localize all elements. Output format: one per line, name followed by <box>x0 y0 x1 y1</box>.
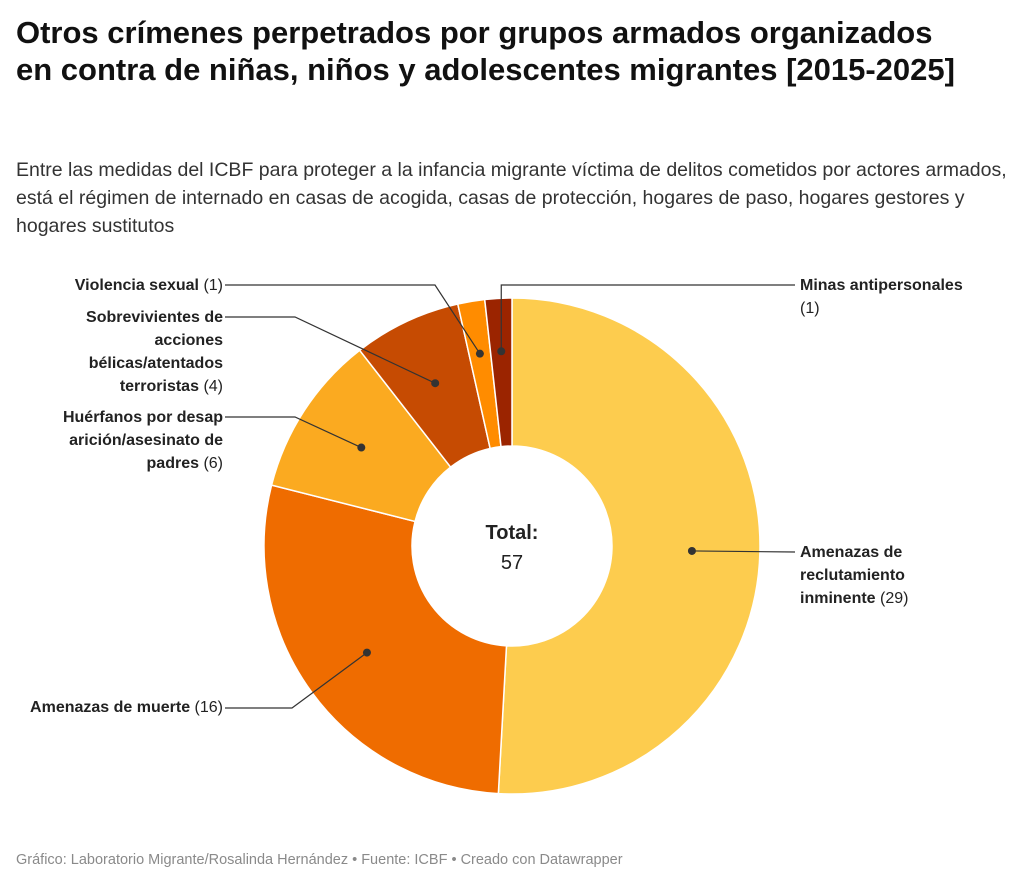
leader-dot-5 <box>497 347 506 356</box>
leader-line-4 <box>225 284 481 354</box>
chart-subtitle: Entre las medidas del ICBF para proteger… <box>16 159 1007 237</box>
chart-title: Otros crímenes perpetrados por grupos ar… <box>16 15 955 87</box>
slice-1 <box>263 484 508 795</box>
slice-label-0: Amenazas de reclutamiento inminente (29) <box>800 544 909 607</box>
slice-label-2: Huérfanos por desaparición/asesinato de … <box>62 409 223 472</box>
leader-line-0 <box>691 550 796 553</box>
center-total: Total: 57 <box>412 518 612 578</box>
center-value: 57 <box>500 552 524 574</box>
leader-line-2 <box>225 416 362 449</box>
slice-label-3: Sobrevivientes de acciones bélicas/atent… <box>86 309 223 395</box>
footer: Gráfico: Laboratorio Migrante/Rosalinda … <box>16 852 623 868</box>
leader-line-5 <box>500 284 795 352</box>
slice-2 <box>270 349 452 523</box>
slice-label-4: Violencia sexual (1) <box>74 277 223 294</box>
center-label: Total: <box>485 522 539 544</box>
leader-dot-3 <box>431 379 440 388</box>
leader-line-3 <box>225 316 436 384</box>
leader-dot-0 <box>687 546 696 555</box>
leader-dot-1 <box>362 648 371 657</box>
slice-5 <box>483 297 513 448</box>
leader-dot-2 <box>357 443 366 452</box>
slice-0 <box>497 297 761 795</box>
leader-line-1 <box>225 652 368 709</box>
leader-dot-4 <box>475 349 484 358</box>
slice-label-1: Amenazas de muerte (16) <box>30 699 223 716</box>
slice-label-5: Minas antipersonales (1) <box>800 277 963 317</box>
